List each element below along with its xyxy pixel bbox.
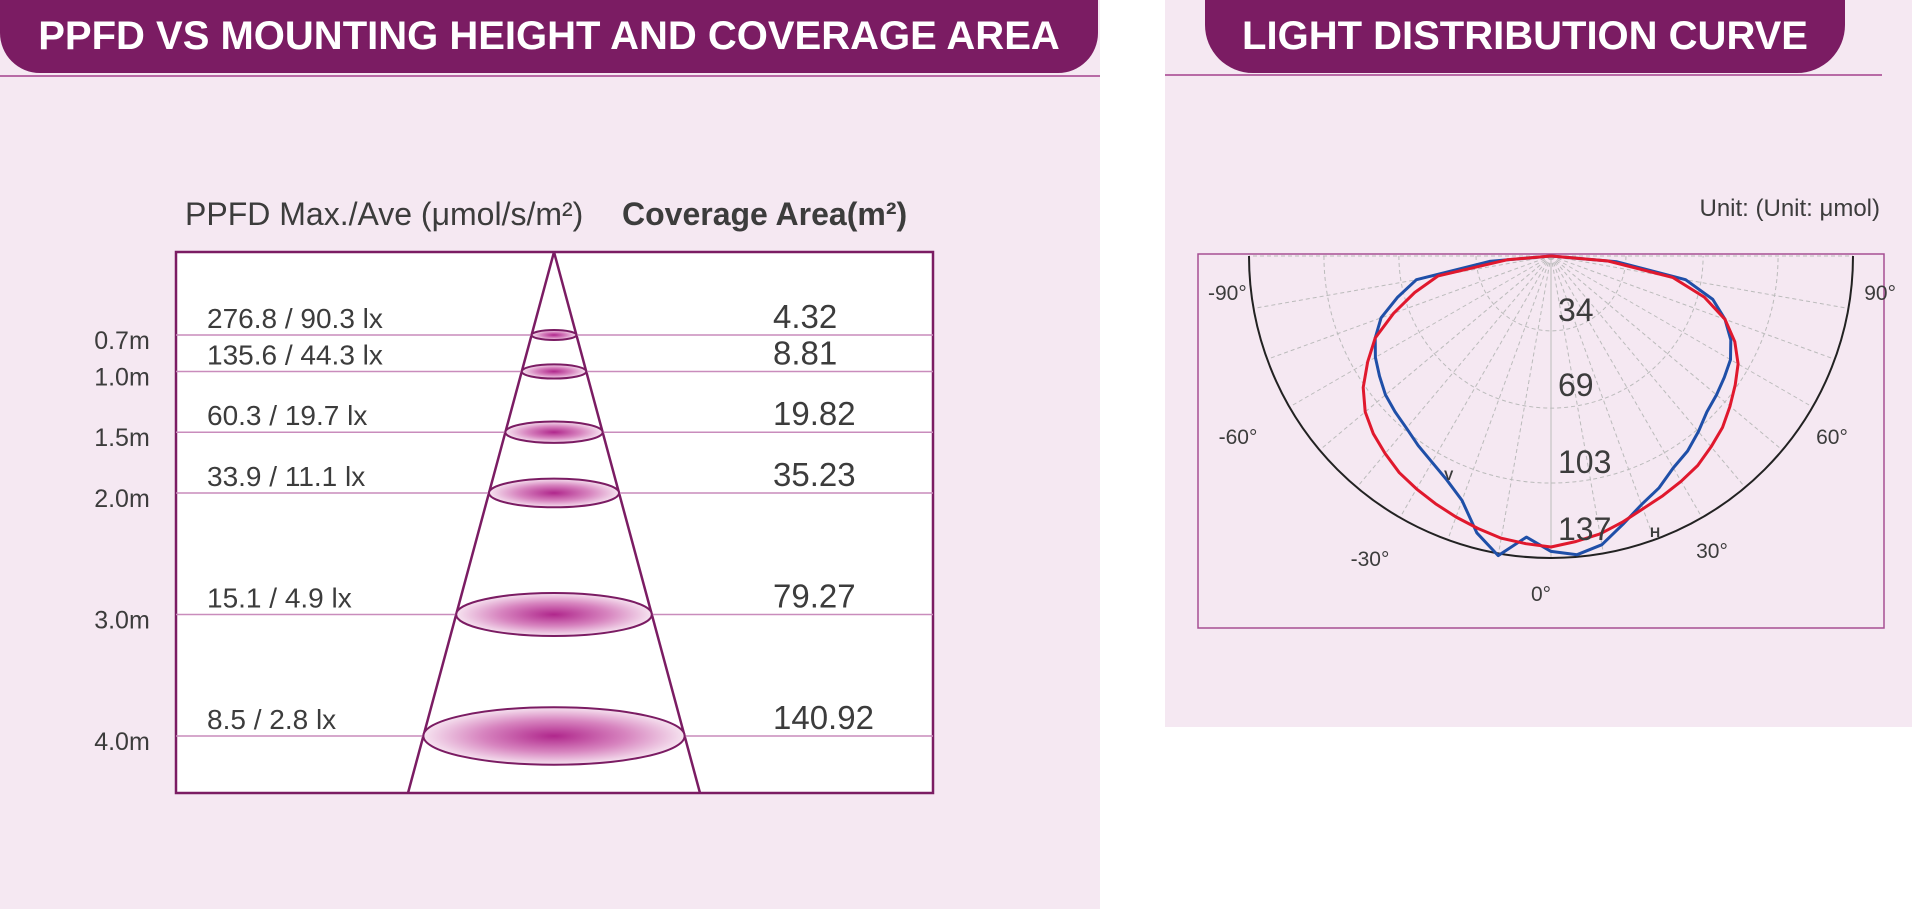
angle-label: 0° [1531,583,1551,606]
ppfd-title: PPFD VS MOUNTING HEIGHT AND COVERAGE ARE… [0,0,1098,73]
height-label: 4.0m [94,728,150,756]
angle-spoke [1550,255,1655,540]
angle-label: 60° [1816,426,1848,449]
polar-frame [1197,253,1885,629]
coverage-column-header: Coverage Area(m²) [622,196,907,232]
coverage-value: 19.82 [773,395,856,432]
ppfd-value: 135.6 / 44.3 lx [207,339,383,370]
angle-spoke [1550,255,1835,360]
angle-spoke [1289,255,1552,408]
coverage-value: 140.92 [773,699,874,736]
coverage-value: 35.23 [773,456,856,493]
ppfd-table-frame [174,250,935,795]
radial-tick-label: 69 [1558,367,1594,403]
polar-outer-arc [1248,255,1854,559]
coverage-ellipse [455,591,653,638]
height-label: 0.7m [94,327,150,355]
ppfd-value: 33.9 / 11.1 lx [207,461,365,492]
angle-spoke [1267,255,1552,360]
angle-spoke [1550,255,1783,451]
coverage-value: 4.32 [773,298,837,335]
unit-label: Unit: (Unit: μmol) [1699,195,1880,222]
angle-spoke [1356,255,1552,488]
radial-grid-circle [1323,255,1779,483]
angle-spoke [1550,255,1746,488]
radial-grid-circle [1398,255,1704,408]
ppfd-rows: 0.7m 276.8 / 90.3 lx 4.32 1.0m 135.6 / 44.3 … [94,251,933,794]
angle-spoke [1447,255,1552,540]
light-distribution-title: LIGHT DISTRIBUTION CURVE [1205,0,1845,73]
coverage-ellipse [422,706,686,766]
ppfd-value: 60.3 / 19.7 lx [207,400,367,431]
angle-label: -90° [1208,282,1247,305]
coverage-ellipse [487,477,621,509]
series-label-h: H [1650,524,1660,540]
polar-plot: HV [1248,254,1854,559]
angle-label: 90° [1864,282,1896,305]
ppfd-value: 15.1 / 4.9 lx [207,582,352,613]
radial-tick-label: 137 [1558,511,1611,547]
coverage-ellipse [504,420,604,444]
height-label: 3.0m [94,606,150,634]
angle-spoke [1550,255,1604,554]
angle-spoke [1550,255,1703,518]
angle-spoke [1399,255,1552,518]
left-title-rule [0,75,1100,77]
angle-label: -60° [1219,426,1258,449]
series-label-v: V [1444,467,1454,483]
height-label: 1.0m [94,363,150,391]
height-label: 1.5m [94,424,150,452]
ppfd-column-header: PPFD Max./Ave (μmol/s/m²) [185,196,583,232]
coverage-value: 8.81 [773,334,837,371]
angle-spoke [1550,255,1849,309]
ppfd-value: 276.8 / 90.3 lx [207,303,383,334]
series-line-h [1361,254,1740,549]
ppfd-value: 8.5 / 2.8 lx [207,704,336,735]
coverage-ellipse [520,363,588,380]
angle-spoke [1253,255,1552,309]
angle-spoke [1498,255,1552,554]
cone-edge-left [406,251,556,794]
radial-tick-label: 103 [1558,444,1611,480]
height-label: 2.0m [94,485,150,513]
cone-edge-right [552,251,702,794]
coverage-value: 79.27 [773,577,856,614]
radial-tick-label: 34 [1558,292,1594,328]
right-title-rule [1165,74,1882,76]
angle-spoke [1550,255,1813,408]
coverage-ellipse [530,329,578,341]
angle-label: 30° [1696,540,1728,563]
angle-label: -30° [1351,548,1390,571]
ppfd-chart: PPFD Max./Ave (μmol/s/m²) Coverage Area(… [94,196,935,795]
angle-spoke [1319,255,1552,451]
series-line-v [1373,254,1733,558]
